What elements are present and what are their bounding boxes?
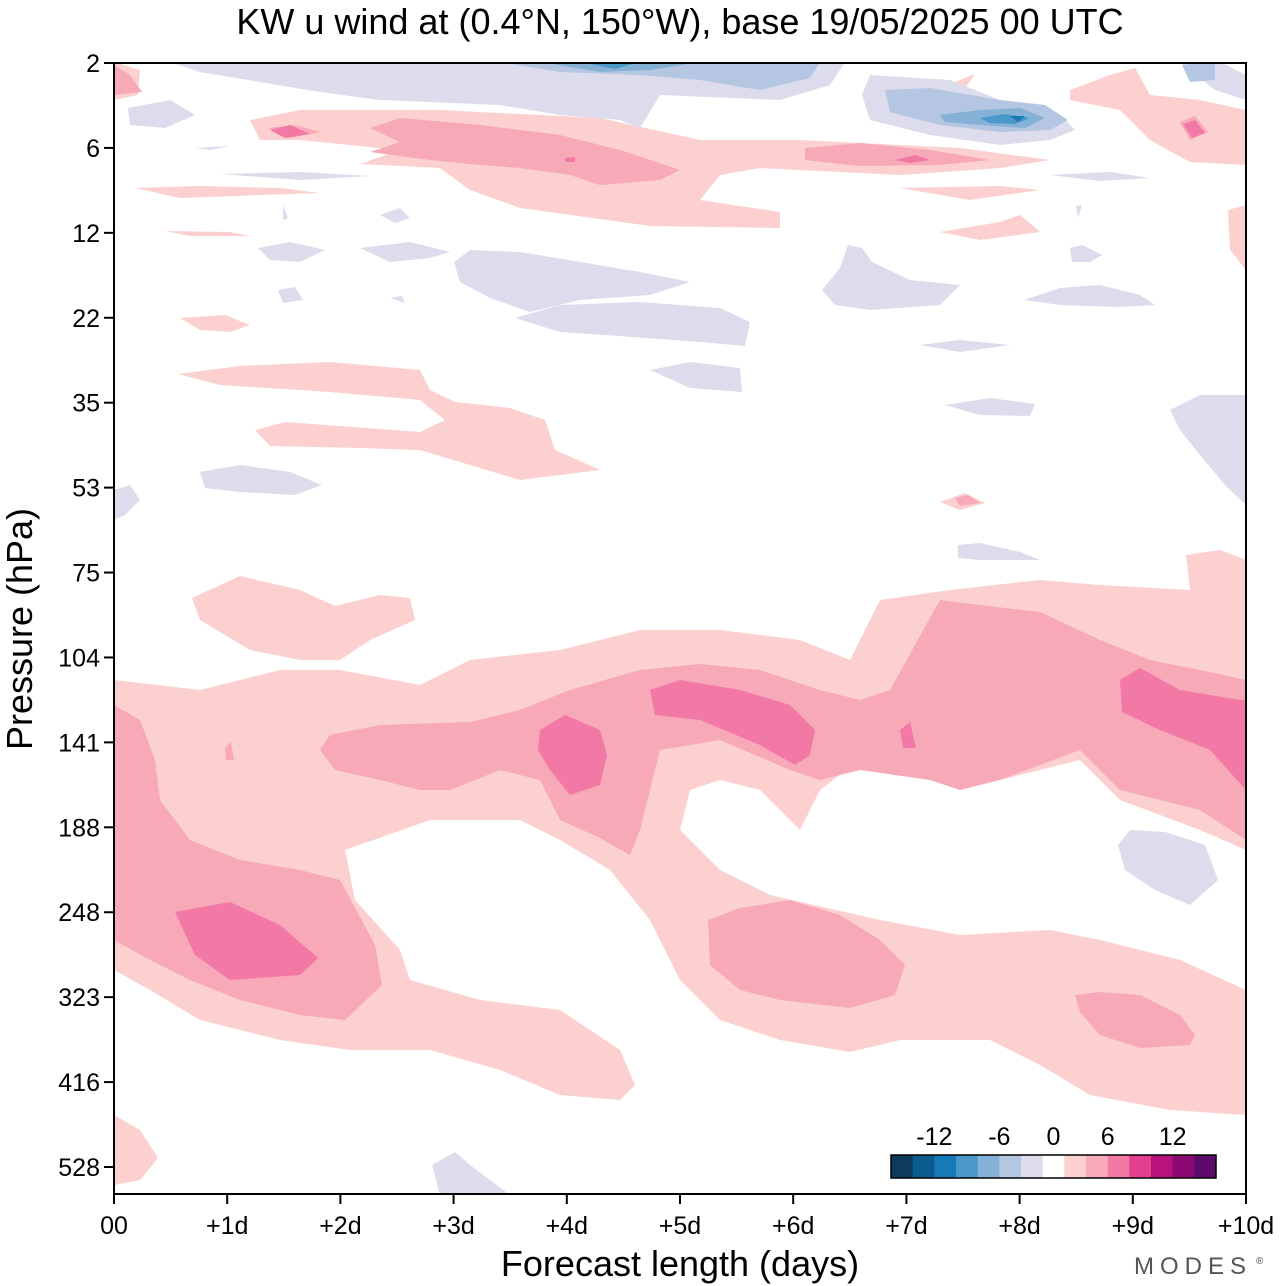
y-tick-label: 416 (58, 1069, 100, 1097)
colorbar-label: -6 (988, 1123, 1010, 1151)
colorbar-cell (1151, 1155, 1174, 1178)
colorbar-cell (891, 1155, 914, 1178)
y-tick-label: 188 (58, 814, 100, 842)
y-tick-label: 248 (58, 899, 100, 927)
y-tick-label: 75 (72, 560, 100, 588)
x-tick-label: +10d (1218, 1212, 1274, 1240)
contour-6-8 (175, 120, 1246, 980)
brand-registered-mark: ® (1256, 1256, 1264, 1267)
x-axis: 00 +1d +2d +3d +4d +5d +6d +7d +8d +9d +10d (100, 1194, 1274, 1240)
colorbar-cell (1042, 1155, 1065, 1178)
colorbar-cells (891, 1155, 1217, 1178)
y-tick-label: 104 (58, 644, 100, 672)
y-tick-label: 35 (72, 390, 100, 418)
colorbar: -12 -6 0 6 12 (890, 1123, 1217, 1179)
y-axis: 2 6 12 22 35 53 75 104 141 188 248 323 416 528 (58, 50, 114, 1182)
colorbar-cell (999, 1155, 1022, 1178)
contour-2-4 (114, 63, 1246, 1185)
colorbar-label: 6 (1101, 1123, 1115, 1151)
colorbar-cell (912, 1155, 935, 1178)
colorbar-cell (1086, 1155, 1109, 1178)
y-tick-label: 528 (58, 1154, 100, 1182)
x-axis-label: Forecast length (days) (501, 1243, 859, 1284)
y-tick-label: 141 (58, 729, 100, 757)
y-tick-label: 2 (86, 50, 100, 78)
colorbar-label: -12 (916, 1123, 952, 1151)
colorbar-label: 0 (1047, 1123, 1061, 1151)
chart-title: KW u wind at (0.4°N, 150°W), base 19/05/… (236, 1, 1123, 42)
x-tick-label: 00 (100, 1212, 128, 1240)
colorbar-labels: -12 -6 0 6 12 (916, 1123, 1186, 1151)
contour-neg-10-12 (1010, 116, 1025, 122)
colorbar-cell (1021, 1155, 1044, 1178)
x-tick-label: +7d (885, 1212, 927, 1240)
x-tick-label: +2d (319, 1212, 361, 1240)
contour-fields (114, 63, 1246, 1194)
y-tick-label: 53 (72, 475, 100, 503)
colorbar-cell (1172, 1155, 1195, 1178)
brand-text: MODES (1134, 1253, 1252, 1280)
y-tick-label: 22 (72, 305, 100, 333)
brand-logo: MODES ® (1134, 1253, 1264, 1280)
colorbar-label: 12 (1159, 1123, 1187, 1151)
colorbar-cell (1194, 1155, 1217, 1178)
x-tick-label: +4d (546, 1212, 588, 1240)
x-tick-label: +3d (432, 1212, 474, 1240)
y-axis-label: Pressure (hPa) (0, 508, 40, 750)
x-tick-label: +9d (1112, 1212, 1154, 1240)
x-tick-label: +6d (772, 1212, 814, 1240)
colorbar-cell (1064, 1155, 1087, 1178)
colorbar-cell (977, 1155, 1000, 1178)
y-tick-label: 323 (58, 984, 100, 1012)
colorbar-cell (956, 1155, 979, 1178)
x-tick-label: +5d (659, 1212, 701, 1240)
y-tick-label: 12 (72, 220, 100, 248)
x-tick-label: +8d (998, 1212, 1040, 1240)
y-tick-label: 6 (86, 135, 100, 163)
colorbar-frame (890, 1154, 1217, 1179)
colorbar-cell (1107, 1155, 1130, 1178)
colorbar-cell (1129, 1155, 1152, 1178)
colorbar-cell (934, 1155, 957, 1178)
x-tick-label: +1d (206, 1212, 248, 1240)
